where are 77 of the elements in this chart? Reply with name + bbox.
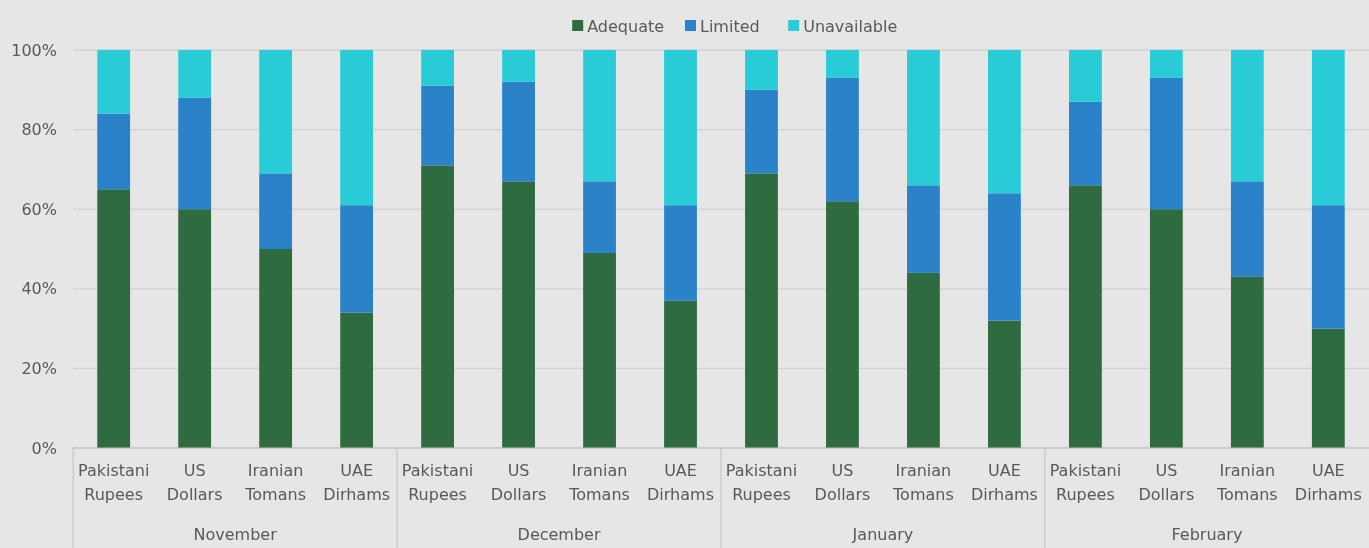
bar	[1230, 181, 1264, 277]
x-tick-label: US Dollars	[1138, 461, 1195, 504]
x-tick-label: UAE Dirhams	[1294, 461, 1362, 504]
bar	[259, 50, 293, 174]
bar	[907, 50, 940, 186]
bar	[97, 189, 131, 448]
bar	[1068, 50, 1102, 102]
bar	[421, 50, 454, 86]
bar	[421, 165, 454, 448]
text: January	[851, 525, 914, 544]
bar	[97, 113, 131, 190]
bar	[178, 50, 212, 98]
bar	[583, 50, 616, 182]
bar	[1149, 209, 1183, 448]
bar	[988, 320, 1021, 448]
x-tick-label: Pakistani Rupees	[401, 461, 474, 504]
bar	[664, 205, 697, 301]
bar	[583, 252, 616, 448]
y-tick-label: 60%	[21, 199, 57, 219]
bar	[259, 249, 293, 448]
y-tick-label: 40%	[21, 279, 57, 299]
bar	[502, 81, 535, 182]
x-tick-label: US Dollars	[490, 461, 547, 504]
legend-label: Adequate	[587, 16, 665, 36]
x-tick-label: Pakistani Rupees	[725, 461, 798, 504]
bar	[826, 77, 859, 202]
bar	[988, 50, 1021, 194]
bar	[745, 50, 778, 90]
legend-label: Limited	[700, 16, 760, 36]
bar	[178, 97, 212, 210]
x-tick-label: US Dollars	[814, 461, 871, 504]
bar	[664, 50, 697, 206]
bar	[1230, 276, 1264, 448]
text: December	[517, 525, 601, 544]
bar	[1311, 50, 1345, 206]
bar	[178, 209, 212, 448]
x-tick-label: Iranian Tomans	[568, 461, 630, 504]
bar	[97, 50, 131, 114]
y-tick-label: 100%	[11, 40, 57, 60]
x-tick-label: Pakistani Rupees	[77, 461, 150, 504]
bar	[745, 89, 778, 174]
y-tick-label: 0%	[31, 438, 57, 458]
bar	[340, 50, 374, 206]
bar	[421, 85, 454, 166]
bar	[826, 201, 859, 448]
bar	[340, 205, 374, 313]
x-tick-label: Iranian Tomans	[892, 461, 954, 504]
y-tick-label: 20%	[21, 359, 57, 378]
x-tick-label: US Dollars	[166, 461, 223, 504]
bar	[1230, 50, 1264, 182]
bar	[745, 173, 778, 448]
bar	[907, 185, 940, 273]
x-tick-label: Iranian Tomans	[1215, 461, 1278, 504]
bar	[1149, 77, 1183, 210]
x-tick-label: Pakistani Rupees	[1049, 461, 1122, 504]
bar	[1311, 205, 1345, 329]
bar	[1311, 328, 1345, 448]
bar	[502, 181, 535, 448]
bar	[1068, 101, 1102, 186]
legend-label: Unavailable	[803, 16, 898, 36]
bar	[1068, 185, 1102, 448]
bar	[583, 181, 616, 253]
bar	[664, 300, 697, 448]
x-tick-label: UAE Dirhams	[970, 461, 1038, 504]
text: February	[1171, 525, 1243, 544]
bar	[340, 312, 374, 448]
text: November	[193, 525, 278, 544]
y-tick-label: 80%	[21, 120, 57, 140]
x-tick-label: UAE Dirhams	[323, 461, 391, 504]
x-tick-label: UAE Dirhams	[647, 461, 714, 504]
bar	[826, 50, 859, 78]
bar	[907, 272, 940, 448]
bar	[988, 193, 1021, 321]
bar	[502, 50, 535, 82]
bar	[1149, 50, 1183, 78]
x-tick-label: Iranian Tomans	[244, 461, 306, 504]
bar	[259, 173, 293, 249]
